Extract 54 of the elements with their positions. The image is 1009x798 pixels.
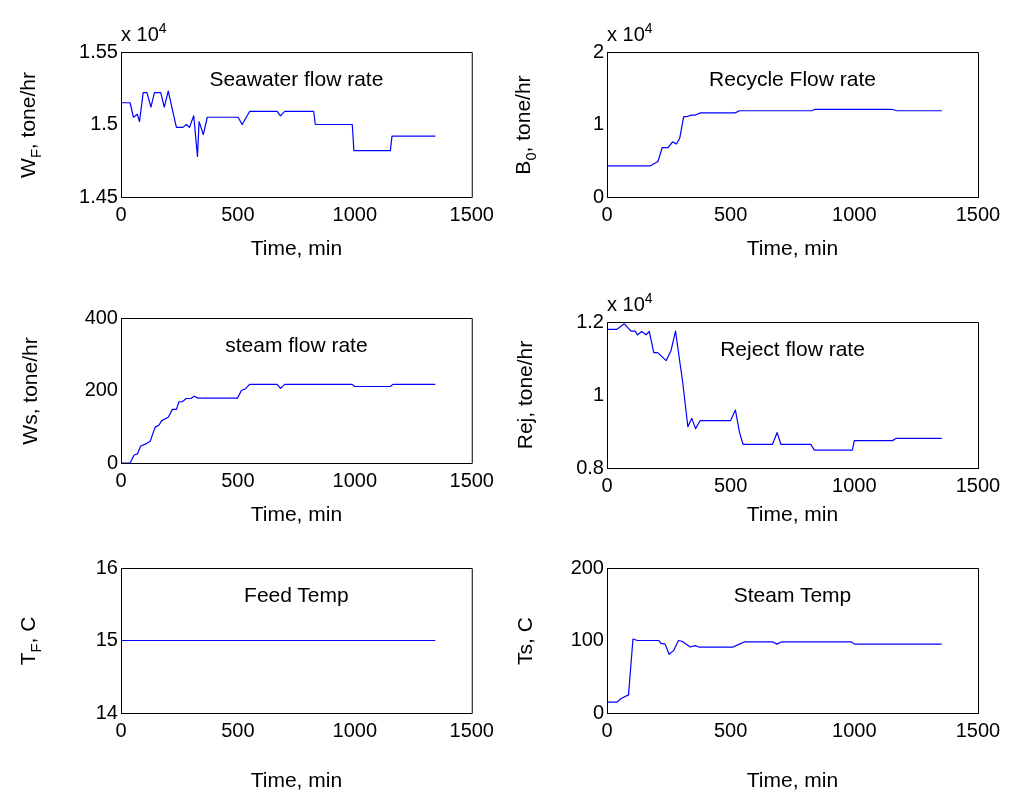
x-tick-label: 1500 — [955, 473, 1001, 496]
x-tick-label: 1500 — [449, 468, 494, 491]
y-tick-label: 1.45 — [79, 184, 118, 207]
y-tick-label: 1.55 — [79, 39, 118, 62]
x-tick-label: 500 — [713, 718, 748, 741]
x-tick-label: 1500 — [449, 202, 494, 225]
y-tick-label: 1 — [592, 382, 604, 405]
x-tick-label: 500 — [713, 202, 748, 225]
y-tick-label: 1.5 — [90, 112, 118, 135]
x-axis-title: Time, min — [746, 502, 839, 526]
x-axis-title: Time, min — [250, 768, 343, 792]
x-tick-label: 1500 — [449, 718, 494, 741]
text: Steam Temp — [733, 582, 852, 606]
y-tick-label: 15 — [95, 628, 118, 651]
y-tick-label: 1.2 — [576, 309, 604, 332]
text: Feed Temp — [244, 582, 349, 606]
y-axis-title: Ws, tone/hr — [18, 336, 42, 445]
y-axis-title: Rej, tone/hr — [513, 340, 537, 450]
x-axis-title: Time, min — [746, 236, 839, 260]
x-tick-label: 1000 — [332, 718, 378, 741]
x-axis-title: Time, min — [250, 502, 343, 526]
text: x 10$^{4}$ — [607, 20, 653, 46]
x-tick-label: 1000 — [832, 202, 877, 225]
y-tick-label: 16 — [95, 555, 118, 578]
y-tick-label: 200 — [84, 378, 118, 401]
x-tick-label: 1000 — [832, 718, 877, 741]
y-tick-label: 0 — [592, 700, 604, 723]
y-tick-label: 0.8 — [576, 455, 604, 478]
x-tick-label: 500 — [221, 202, 255, 225]
y-axis-title: Ts, C — [513, 616, 537, 665]
y-tick-label: 1 — [592, 112, 604, 135]
x-tick-label: 500 — [221, 468, 255, 491]
x-tick-label: 500 — [713, 473, 748, 496]
x-axis-title: Time, min — [746, 768, 839, 792]
x-tick-label: 1500 — [955, 202, 1001, 225]
text: x 10$^{4}$ — [607, 290, 653, 316]
text: Recycle Flow rate — [709, 66, 876, 90]
y-tick-label: 100 — [570, 628, 604, 651]
x-tick-label: 1000 — [332, 202, 378, 225]
y-tick-label: 14 — [95, 700, 118, 723]
y-tick-label: 200 — [570, 555, 604, 578]
text: x 10$^{4}$ — [121, 20, 167, 46]
y-tick-label: 2 — [592, 39, 604, 62]
x-tick-label: 1000 — [332, 468, 378, 491]
text: Reject flow rate — [720, 336, 865, 360]
y-tick-label: 0 — [592, 184, 604, 207]
x-axis-title: Time, min — [250, 236, 343, 260]
y-tick-label: 400 — [84, 305, 118, 328]
y-tick-label: 0 — [106, 450, 118, 473]
text: Seawater flow rate — [209, 66, 384, 90]
x-tick-label: 500 — [221, 718, 255, 741]
x-tick-label: 1500 — [955, 718, 1001, 741]
x-tick-label: 1000 — [832, 473, 877, 496]
text: steam flow rate — [225, 332, 368, 356]
